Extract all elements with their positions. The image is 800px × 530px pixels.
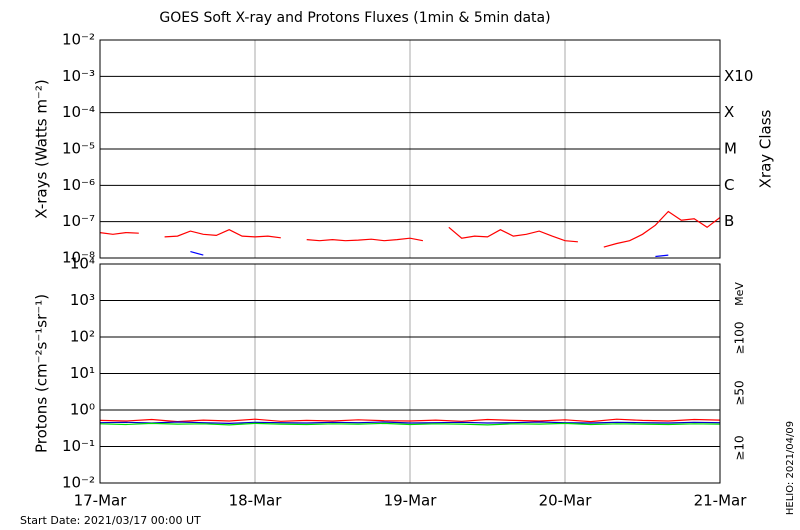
legend-entry: ≥10 (733, 435, 747, 460)
x-tick-label: 19-Mar (384, 492, 438, 510)
legend-entry: ≥50 (733, 380, 747, 405)
y-tick-label: 10⁰ (70, 401, 95, 419)
y2-tick-label: B (724, 212, 734, 230)
y-tick-label: 10⁻¹ (62, 437, 95, 455)
y-tick-label: 10⁻² (62, 31, 95, 49)
y2-axis-label: Xray Class (757, 109, 775, 188)
start-date: Start Date: 2021/03/17 00:00 UT (20, 514, 201, 527)
chart-title: GOES Soft X-ray and Protons Fluxes (1min… (159, 10, 550, 26)
series-line (100, 210, 720, 248)
x-tick-label: 17-Mar (74, 492, 128, 510)
y-tick-label: 10³ (70, 291, 95, 309)
series-line (100, 418, 720, 423)
y-tick-label: 10⁻⁶ (62, 176, 95, 194)
y2-tick-label: M (724, 140, 737, 158)
series-line (100, 421, 720, 425)
y2-tick-label: X10 (724, 67, 753, 85)
panel-frame (99, 39, 721, 259)
y-axis-label: Protons (cm⁻²s⁻¹sr⁻¹) (33, 294, 51, 453)
y-tick-label: 10⁻⁵ (62, 140, 95, 158)
x-tick-label: 18-Mar (229, 492, 283, 510)
series-line (100, 422, 720, 426)
y2-tick-label: X (724, 103, 734, 121)
y-tick-label: 10¹ (70, 364, 95, 382)
credit: HELIO: 2021/04/09 (785, 421, 796, 515)
y-tick-label: 10⁻⁴ (62, 103, 95, 121)
panel-frame (99, 263, 721, 484)
legend-title: MeV (733, 282, 746, 306)
series-line (190, 251, 669, 258)
y2-tick-label: C (724, 176, 734, 194)
y-tick-label: 10² (70, 328, 95, 346)
y-tick-label: 10⁴ (70, 255, 95, 273)
y-tick-label: 10⁻⁷ (62, 212, 95, 230)
y-tick-label: 10⁻⁸ (62, 249, 95, 267)
x-tick-label: 20-Mar (539, 492, 593, 510)
legend-entry: ≥100 (733, 322, 747, 355)
y-axis-label: X-rays (Watts m⁻²) (33, 79, 51, 218)
x-tick-label: 21-Mar (694, 492, 748, 510)
y-tick-label: 10⁻² (62, 474, 95, 492)
y-tick-label: 10⁻³ (62, 67, 95, 85)
